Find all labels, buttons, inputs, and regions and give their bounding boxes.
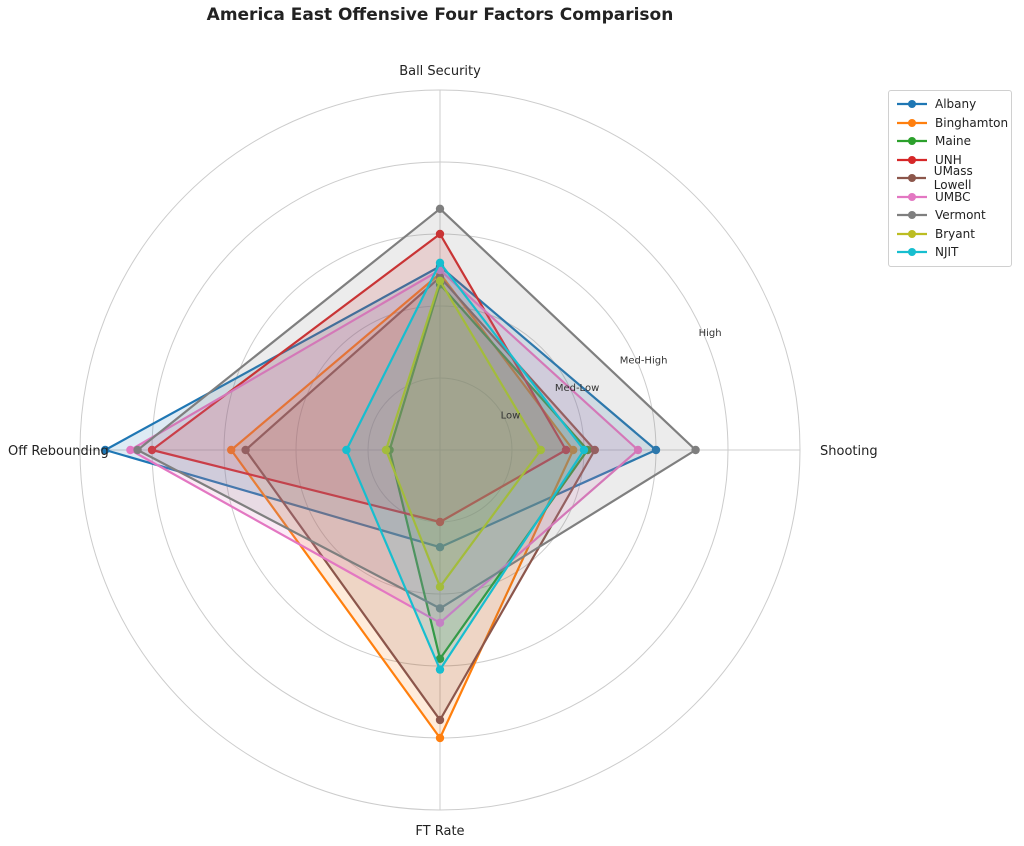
point-bryant-shooting: [536, 445, 545, 455]
legend-swatch: [897, 174, 926, 183]
point-unh-shooting: [561, 445, 571, 455]
axis-label-off-rebounding: Off Rebounding: [8, 444, 109, 459]
legend-label: UMBC: [935, 189, 971, 204]
legend-item-bryant: Bryant: [889, 225, 1011, 244]
series-bryant: [381, 276, 545, 591]
legend-swatch: [897, 211, 927, 220]
point-umass-lowell-off-rebounding: [241, 445, 250, 455]
legend-label: NJIT: [935, 245, 959, 260]
point-unh-ball-security: [435, 229, 445, 239]
series-njit: [342, 258, 589, 674]
point-albany-ft-rate: [435, 543, 445, 552]
legend-item-binghamton: Binghamton: [889, 114, 1011, 133]
series-umass-lowell: [241, 273, 599, 725]
legend-label: Maine: [935, 134, 972, 149]
point-umass-lowell-shooting: [590, 445, 599, 455]
legend-label: Albany: [935, 97, 977, 112]
point-binghamton-off-rebounding: [227, 445, 236, 455]
legend-swatch: [897, 137, 927, 146]
point-unh-off-rebounding: [147, 445, 157, 455]
legend-swatch: [897, 229, 927, 238]
legend-label: Binghamton: [935, 115, 1009, 130]
legend-label: Vermont: [935, 208, 986, 223]
point-binghamton-shooting: [569, 445, 578, 455]
legend-label: UNH: [935, 152, 962, 167]
legend-swatch: [897, 118, 927, 127]
legend-swatch: [897, 192, 927, 201]
point-njit-off-rebounding: [342, 445, 351, 455]
chart-title: America East Offensive Four Factors Comp…: [206, 5, 674, 25]
ring-label: Low: [501, 410, 521, 421]
point-unh-ft-rate: [435, 517, 445, 527]
point-njit-ft-rate: [435, 665, 445, 674]
point-vermont-shooting: [691, 445, 700, 455]
ring-label: Med-Low: [555, 383, 599, 394]
point-albany-shooting: [651, 445, 661, 455]
point-umass-lowell-ft-rate: [435, 715, 445, 725]
point-bryant-ft-rate: [435, 582, 445, 591]
axis-label-ft-rate: FT Rate: [415, 824, 464, 839]
point-vermont-ball-security: [435, 204, 445, 213]
labels: Low Med-Low Med-High High Shooting Ball Secur…: [8, 64, 878, 839]
ring-label: Med-High: [620, 355, 668, 366]
legend-item-umbc: UMBC: [889, 188, 1011, 207]
point-maine-ft-rate: [435, 654, 445, 663]
axis-label-shooting: Shooting: [820, 444, 878, 459]
point-njit-ball-security: [435, 258, 445, 267]
point-njit-shooting: [579, 445, 589, 455]
legend: Albany Binghamton Maine UNH UMass Lowell UMBC…: [888, 90, 1012, 267]
legend-swatch: [897, 248, 927, 257]
point-bryant-ball-security: [435, 276, 445, 285]
point-umbc-shooting: [633, 445, 643, 455]
legend-item-unh: UNH: [889, 151, 1011, 170]
legend-label: UMass Lowell: [933, 164, 973, 193]
legend-swatch: [897, 100, 927, 109]
point-vermont-off-rebounding: [133, 445, 142, 455]
legend-label: Bryant: [935, 226, 975, 241]
legend-item-maine: Maine: [889, 132, 1011, 151]
legend-item-vermont: Vermont: [889, 206, 1011, 225]
point-vermont-ft-rate: [435, 604, 445, 613]
legend-item-njit: NJIT: [889, 243, 1011, 262]
legend-swatch: [897, 155, 927, 164]
series-layer: [101, 204, 700, 743]
axis-label-ball-security: Ball Security: [399, 64, 481, 79]
point-binghamton-ft-rate: [435, 733, 445, 743]
legend-item-umass-lowell: UMass Lowell: [889, 164, 1011, 192]
legend-item-albany: Albany: [889, 95, 1011, 114]
point-albany-off-rebounding: [101, 445, 110, 455]
series-unh: [147, 229, 571, 527]
point-bryant-off-rebounding: [381, 445, 391, 455]
ring-label: High: [699, 328, 722, 339]
point-umbc-ft-rate: [435, 618, 445, 627]
point-umbc-off-rebounding: [126, 445, 135, 455]
series-vermont: [133, 204, 700, 613]
